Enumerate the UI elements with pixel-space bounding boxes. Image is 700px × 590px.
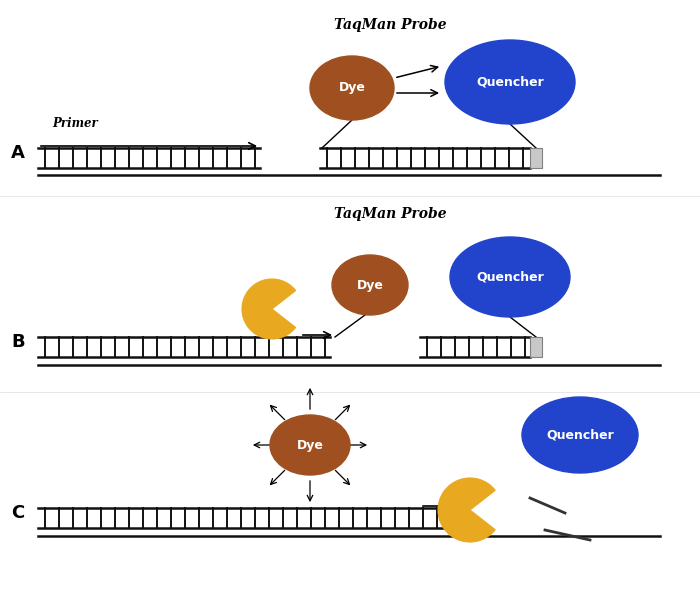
FancyBboxPatch shape (530, 148, 542, 168)
Text: Dye: Dye (356, 278, 384, 291)
Ellipse shape (270, 415, 350, 475)
Text: B: B (11, 333, 25, 351)
Text: Dye: Dye (297, 438, 323, 451)
Text: Quencher: Quencher (546, 428, 614, 441)
Text: TaqMan Probe: TaqMan Probe (334, 207, 447, 221)
Text: Dye: Dye (339, 81, 365, 94)
Ellipse shape (310, 56, 394, 120)
FancyBboxPatch shape (530, 337, 542, 357)
Wedge shape (242, 279, 295, 339)
Ellipse shape (522, 397, 638, 473)
Text: TaqMan Probe: TaqMan Probe (334, 18, 447, 32)
Ellipse shape (445, 40, 575, 124)
Ellipse shape (332, 255, 408, 315)
Wedge shape (438, 478, 495, 542)
Text: Quencher: Quencher (476, 76, 544, 88)
Text: Quencher: Quencher (476, 270, 544, 284)
Text: A: A (11, 144, 25, 162)
Text: C: C (11, 504, 25, 522)
Text: Primer: Primer (52, 117, 98, 130)
Ellipse shape (450, 237, 570, 317)
